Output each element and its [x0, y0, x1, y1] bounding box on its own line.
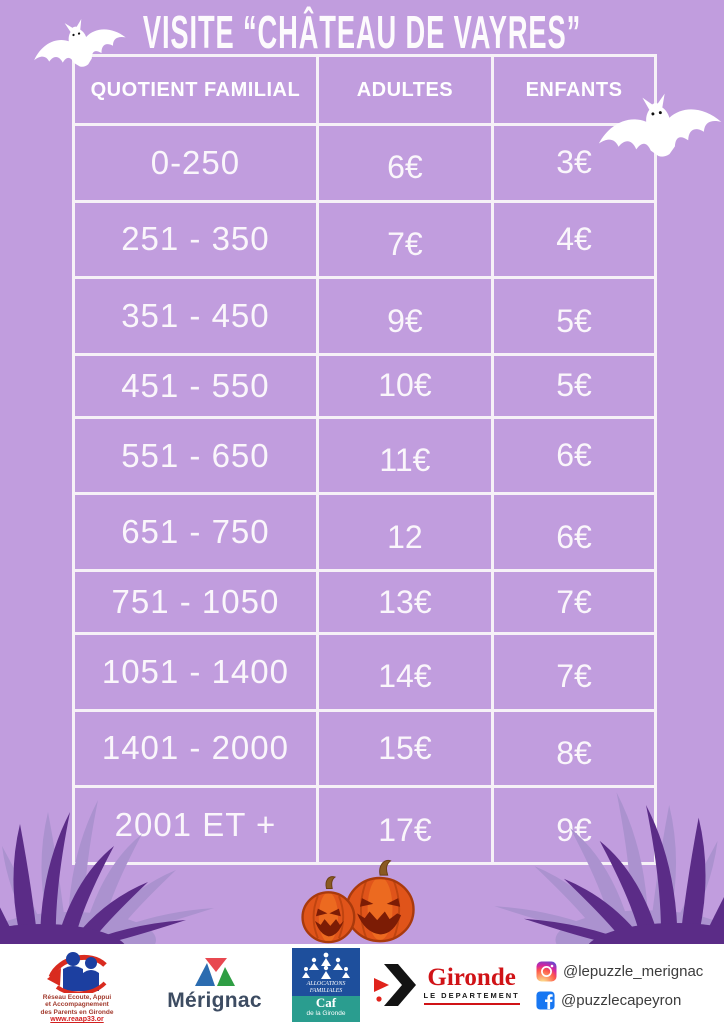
- qf-cell: 451 - 550: [72, 352, 319, 419]
- qf-cell: 551 - 650: [72, 415, 319, 496]
- enfants-cell: 7€: [491, 569, 657, 635]
- enfants-cell: 4€: [491, 199, 657, 280]
- price-table: QUOTIENT FAMILIAL ADULTES ENFANTS 0-250 …: [72, 54, 657, 865]
- caf-figures-box: ALLOCATIONS FAMILIALES: [292, 948, 360, 996]
- adultes-cell: 12: [315, 492, 495, 573]
- merignac-name: Mérignac: [167, 988, 262, 1012]
- enfants-cell: 5€: [491, 352, 657, 419]
- table-row: 1401 - 2000 15€ 8€: [72, 708, 657, 789]
- enfants-cell: 8€: [491, 708, 657, 789]
- caf-name: Caf: [315, 995, 337, 1010]
- adultes-cell: 10€: [315, 352, 495, 419]
- header-enfants: ENFANTS: [491, 54, 657, 126]
- grass-silhouette: [0, 800, 214, 944]
- adultes-cell: 14€: [315, 632, 495, 712]
- table-row: 551 - 650 11€ 6€: [72, 415, 657, 496]
- qf-cell: 751 - 1050: [72, 569, 319, 635]
- gironde-logo: Gironde LE DEPARTEMENT: [373, 963, 524, 1007]
- enfants-cell: 6€: [491, 415, 657, 496]
- reaap-text-line: des Parents en Gironde: [40, 1008, 114, 1016]
- gironde-name: Gironde: [427, 964, 516, 991]
- caf-alloc-line: ALLOCATIONS: [306, 981, 346, 987]
- caf-alloc-line: FAMILIALES: [309, 987, 343, 994]
- qf-cell: 651 - 750: [72, 492, 319, 573]
- header-adultes: ADULTES: [315, 54, 495, 126]
- enfants-cell: 7€: [491, 632, 657, 712]
- pumpkins-icon: [301, 859, 415, 944]
- caf-logo: ALLOCATIONS FAMILIALES Caf de la Gironde: [291, 948, 361, 1022]
- facebook-icon: [536, 990, 555, 1010]
- qf-cell: 251 - 350: [72, 199, 319, 280]
- table-row: 0-250 6€ 3€: [72, 123, 657, 203]
- instagram-handle-row[interactable]: @lepuzzle_merignac: [536, 961, 708, 982]
- enfants-cell: 5€: [491, 276, 657, 356]
- table-row: 351 - 450 9€ 5€: [72, 276, 657, 356]
- gironde-subtitle: LE DEPARTEMENT: [423, 991, 520, 1000]
- gironde-underline: [423, 1003, 520, 1005]
- bat-icon: [598, 93, 722, 157]
- merignac-logo: Mérignac: [151, 957, 279, 1013]
- table-row: 251 - 350 7€ 4€: [72, 199, 657, 280]
- reaap-figures-icon: [47, 951, 107, 993]
- social-handles: @lepuzzle_merignac @puzzlecapeyron: [536, 961, 708, 1010]
- adultes-cell: 11€: [315, 415, 495, 496]
- table-row: 651 - 750 12 6€: [72, 492, 657, 573]
- qf-cell: 0-250: [72, 123, 319, 203]
- table-row: 751 - 1050 13€ 7€: [72, 569, 657, 635]
- instagram-handle[interactable]: @lepuzzle_merignac: [563, 962, 704, 980]
- facebook-handle-row[interactable]: @puzzlecapeyron: [536, 990, 708, 1010]
- grass-silhouette: [494, 792, 724, 944]
- adultes-cell: 13€: [315, 569, 495, 635]
- table-header-row: QUOTIENT FAMILIAL ADULTES ENFANTS: [72, 54, 657, 126]
- reaap-url: www.reaap33.or: [50, 1016, 104, 1024]
- qf-cell: 2001 ET +: [72, 785, 319, 865]
- adultes-cell: 17€: [315, 785, 495, 865]
- enfants-cell: 6€: [491, 492, 657, 573]
- table-row: 451 - 550 10€ 5€: [72, 352, 657, 419]
- caf-family-icon: [302, 952, 350, 979]
- caf-band: Caf de la Gironde: [292, 996, 360, 1022]
- header-quotient-familial: QUOTIENT FAMILIAL: [72, 54, 319, 126]
- gironde-glyph-icon: [373, 964, 416, 1006]
- adultes-cell: 15€: [315, 708, 495, 789]
- qf-cell: 1051 - 1400: [72, 632, 319, 712]
- footer-logos-bar: Réseau Ecoute, Appui et Accompagnement d…: [0, 944, 724, 1024]
- instagram-icon: [536, 961, 557, 981]
- qf-cell: 351 - 450: [72, 276, 319, 356]
- adultes-cell: 6€: [315, 123, 495, 203]
- table-row: 1051 - 1400 14€ 7€: [72, 632, 657, 712]
- adultes-cell: 7€: [315, 199, 495, 280]
- page-title: VISITE “CHÂTEAU DE VAYRES”: [142, 6, 582, 59]
- merignac-triangles-icon: [194, 957, 235, 986]
- caf-subtitle: de la Gironde: [306, 1010, 346, 1017]
- reaap-text-line: et Accompagnement: [45, 1001, 109, 1009]
- facebook-handle[interactable]: @puzzlecapeyron: [561, 991, 682, 1009]
- adultes-cell: 9€: [315, 276, 495, 356]
- reaap-text-line: Réseau Ecoute, Appui: [42, 993, 112, 1001]
- bat-icon: [34, 19, 126, 67]
- reaap-logo: Réseau Ecoute, Appui et Accompagnement d…: [16, 947, 138, 1024]
- qf-cell: 1401 - 2000: [72, 708, 319, 789]
